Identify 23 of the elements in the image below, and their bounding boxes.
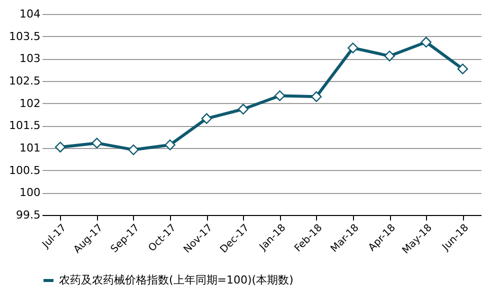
point: [457, 64, 468, 74]
point: [420, 36, 432, 48]
y-tick-label: 100: [20, 186, 40, 200]
y-tick-label: 104: [20, 8, 40, 20]
point: [128, 144, 139, 156]
y-tick-label: 102.5: [9, 74, 40, 88]
legend-label: 农药及农药械价格指数(上年同期=100)(本期数): [59, 274, 294, 286]
y-tick-label: 99.5: [16, 208, 40, 222]
point: [201, 113, 212, 124]
y-tick-label: 101: [20, 142, 40, 154]
point: [54, 142, 66, 152]
y-tick-label: 103: [20, 52, 40, 66]
point: [238, 104, 249, 114]
point: [92, 138, 102, 148]
y-tick-label: 100.5: [9, 164, 40, 177]
point: [164, 140, 176, 150]
point: [384, 50, 395, 62]
point: [311, 91, 322, 102]
y-tick-label: 101.5: [9, 119, 40, 132]
point: [348, 42, 358, 54]
point: [274, 90, 286, 102]
y-tick-label: 102: [20, 96, 40, 110]
y-tick-label: 103.5: [9, 30, 40, 43]
